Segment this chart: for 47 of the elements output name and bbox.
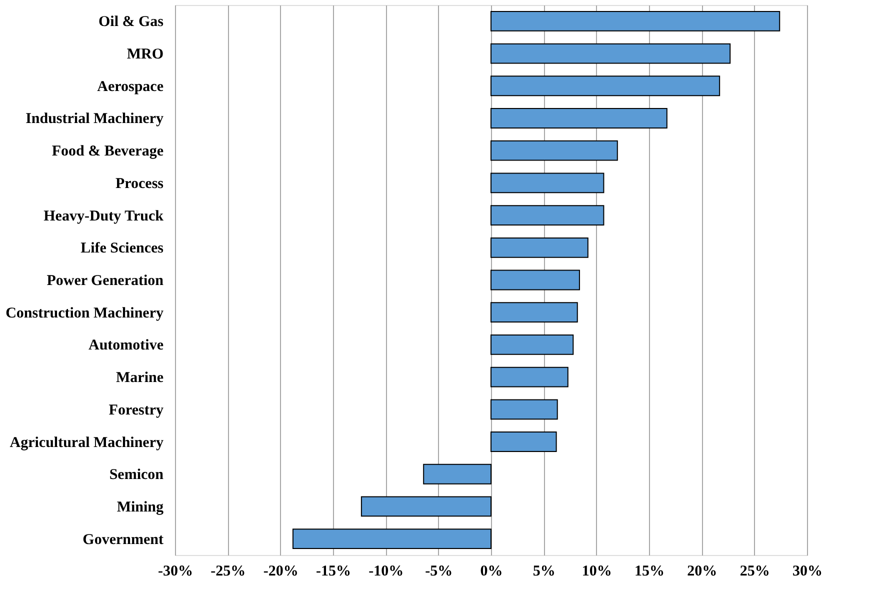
y-tick-label: Semicon xyxy=(109,467,164,484)
y-tick-label: Industrial Machinery xyxy=(26,111,164,128)
y-tick-label: Process xyxy=(115,176,164,192)
x-tick-label: 30% xyxy=(792,564,822,580)
y-tick-label: Agricultural Machinery xyxy=(10,434,164,451)
y-tick-label: Marine xyxy=(116,370,164,386)
bar xyxy=(423,464,492,484)
y-tick-label: Construction Machinery xyxy=(6,305,164,322)
bar xyxy=(490,302,578,323)
bar xyxy=(490,76,720,96)
x-tick-label: -30% xyxy=(158,564,193,580)
x-tick-label: -25% xyxy=(210,564,246,580)
bar xyxy=(490,108,668,128)
bar xyxy=(490,270,580,290)
x-tick-label: 20% xyxy=(687,564,718,580)
bar xyxy=(490,366,568,388)
bar xyxy=(490,205,604,226)
bar xyxy=(490,399,558,420)
bar xyxy=(490,172,604,194)
y-tick-label: MRO xyxy=(126,46,164,63)
x-tick-label: 5% xyxy=(532,564,556,580)
bar xyxy=(490,334,574,355)
y-tick-label: Oil & Gas xyxy=(98,14,164,30)
x-tick-label: 15% xyxy=(634,564,664,580)
x-tick-label: 25% xyxy=(740,564,770,580)
x-tick-label: 10% xyxy=(582,564,612,580)
bar xyxy=(490,43,731,64)
x-tick-label: -10% xyxy=(368,564,404,580)
y-tick-label: Automotive xyxy=(88,338,164,354)
y-tick-label: Government xyxy=(82,532,164,548)
y-tick-label: Life Sciences xyxy=(80,240,164,257)
y-tick-label: Food & Beverage xyxy=(52,144,164,160)
x-tick-label: 0% xyxy=(480,564,503,580)
x-tick-label: -20% xyxy=(263,564,298,580)
y-tick-label: Forestry xyxy=(108,402,164,418)
y-tick-label: Aerospace xyxy=(97,78,164,95)
y-tick-label: Power Generation xyxy=(46,273,164,289)
bar xyxy=(360,496,492,517)
bar xyxy=(490,432,557,452)
y-tick-label: Heavy-Duty Truck xyxy=(44,208,164,224)
y-tick-label: Mining xyxy=(116,499,164,516)
bar xyxy=(490,10,780,32)
x-tick-label: -15% xyxy=(316,564,351,580)
bar xyxy=(490,237,588,258)
bar xyxy=(292,528,492,550)
bar xyxy=(490,140,618,161)
x-tick-label: -5% xyxy=(425,564,453,580)
